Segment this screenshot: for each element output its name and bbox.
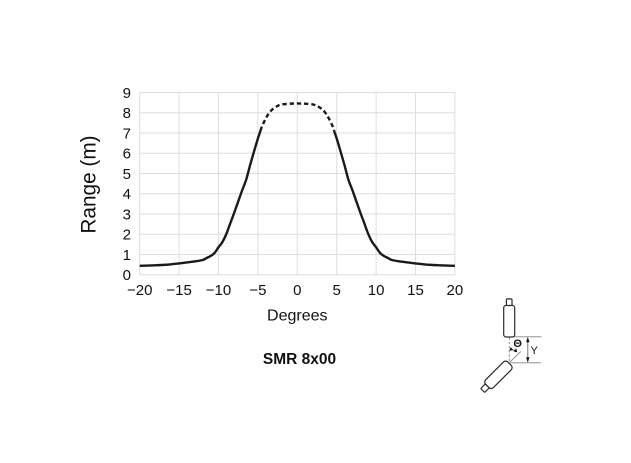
svg-text:Range (m): Range (m)	[78, 135, 101, 233]
svg-text:0: 0	[293, 282, 301, 299]
svg-text:15: 15	[407, 282, 424, 299]
svg-text:−15: −15	[166, 282, 191, 299]
svg-text:2: 2	[123, 227, 131, 244]
svg-text:Θ: Θ	[513, 338, 522, 350]
svg-text:−10: −10	[206, 282, 231, 299]
svg-text:1: 1	[123, 247, 131, 264]
svg-text:SMR 8x00: SMR 8x00	[263, 351, 336, 368]
svg-text:−5: −5	[249, 282, 266, 299]
svg-text:7: 7	[123, 125, 131, 142]
svg-text:Y: Y	[531, 345, 539, 357]
svg-text:5: 5	[333, 282, 341, 299]
svg-text:3: 3	[123, 206, 131, 223]
svg-text:20: 20	[447, 282, 464, 299]
svg-text:10: 10	[368, 282, 385, 299]
svg-text:5: 5	[123, 166, 131, 183]
svg-text:8: 8	[123, 105, 131, 122]
svg-text:9: 9	[123, 85, 131, 102]
svg-text:0: 0	[123, 267, 131, 284]
svg-text:6: 6	[123, 146, 131, 163]
svg-text:Degrees: Degrees	[267, 308, 327, 325]
svg-text:−20: −20	[127, 282, 152, 299]
svg-text:4: 4	[123, 186, 131, 203]
